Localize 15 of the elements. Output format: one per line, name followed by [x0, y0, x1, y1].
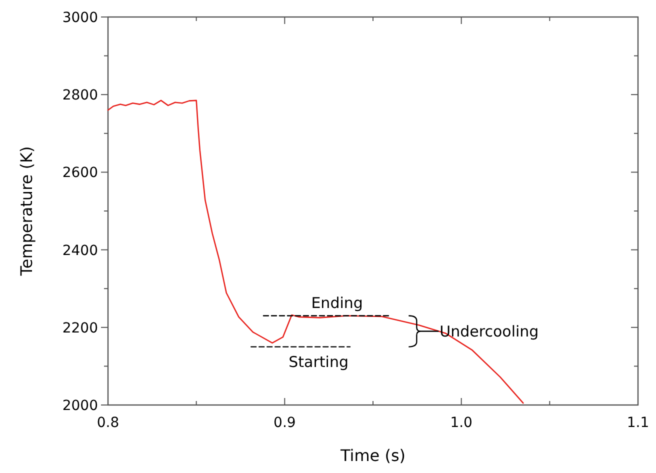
x-tick-label: 1.1: [626, 415, 650, 431]
annotation: Ending: [311, 294, 363, 312]
y-tick-label: 2400: [62, 242, 98, 259]
x-axis-title: Time (s): [339, 446, 406, 465]
annotation: Undercooling: [440, 322, 539, 340]
y-tick-label: 2800: [62, 88, 98, 104]
x-tick-label: 0.9: [274, 415, 296, 431]
annotation: Starting: [288, 352, 348, 371]
y-axis-title: Temperature (K): [17, 146, 36, 277]
y-tick-label: 2600: [62, 165, 98, 182]
y-tick-label: 2000: [62, 398, 98, 414]
x-tick-label: 0.8: [96, 415, 120, 431]
y-tick-label: 3000: [62, 10, 98, 26]
x-tick-label: 1.0: [450, 415, 472, 431]
y-tick-label: 2200: [62, 320, 98, 336]
